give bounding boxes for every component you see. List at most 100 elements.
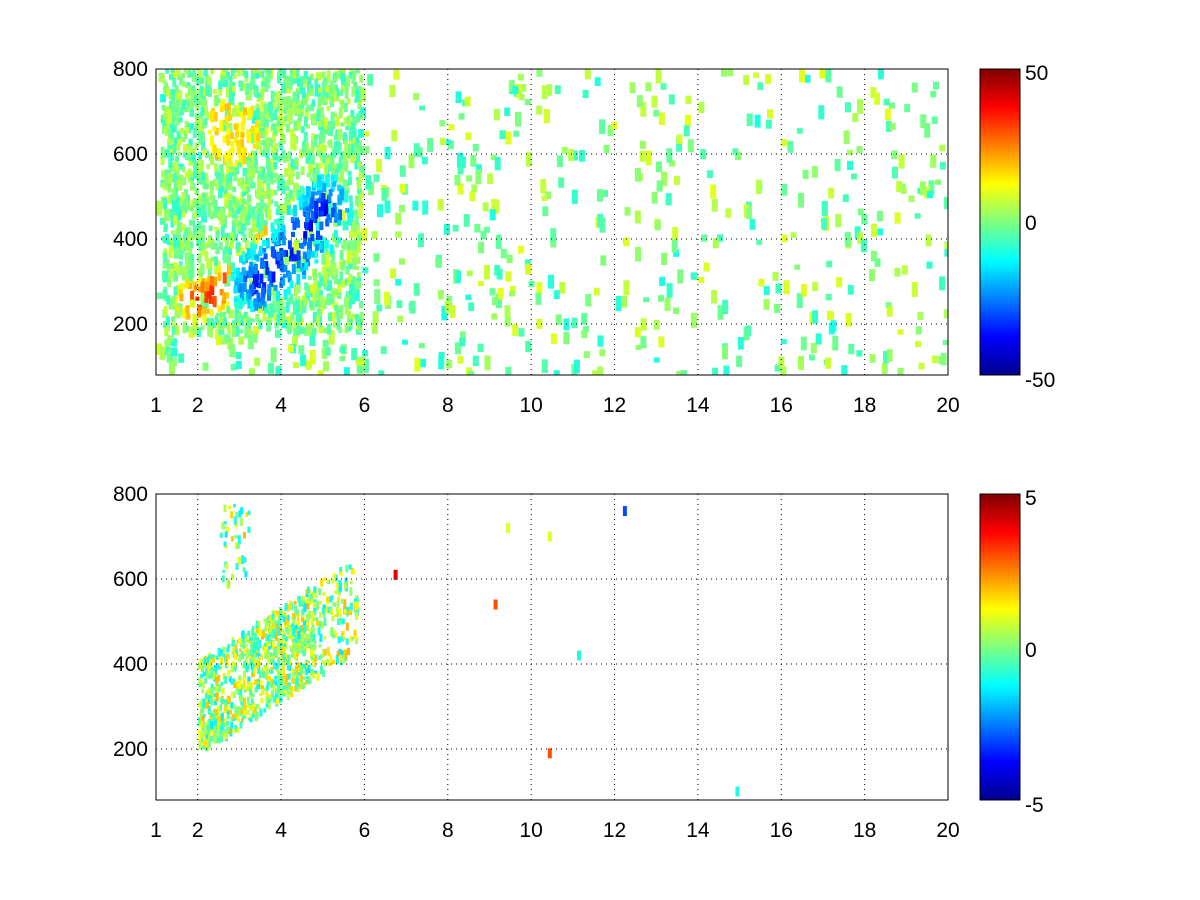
top-heatmap-cell [496, 268, 503, 280]
top-heatmap-cell [179, 196, 184, 205]
top-heatmap-cell [800, 336, 807, 351]
bottom-heatmap-cell [214, 708, 218, 716]
top-heatmap-cell [214, 95, 219, 107]
top-heatmap-cell [337, 216, 342, 226]
bottom-heatmap-cell [316, 605, 320, 611]
top-heatmap-cell [230, 363, 237, 371]
top-heatmap-cell [235, 249, 240, 256]
top-heatmap-cell [318, 370, 324, 375]
top-heatmap-cell [493, 199, 500, 214]
top-heatmap-cell [281, 312, 286, 324]
bottom-heatmap-cell [203, 657, 207, 665]
bottom-heatmap-cell [289, 600, 293, 605]
bottom-heatmap-cell [323, 636, 327, 640]
top-heatmap-cell [484, 265, 490, 280]
bottom-heatmap-cell [231, 713, 235, 720]
top-heatmap-cell [359, 312, 364, 324]
top-heatmap-cell [446, 139, 452, 145]
top-y-tick-label: 600 [113, 143, 148, 166]
top-heatmap-cell [292, 242, 299, 253]
top-heatmap-cell [659, 276, 666, 287]
top-heatmap-cell [330, 174, 335, 182]
top-heatmap-cell [242, 282, 247, 293]
top-heatmap-cell [348, 72, 353, 79]
bottom-heatmap-cell [201, 715, 205, 724]
top-heatmap-cell [222, 292, 227, 302]
top-heatmap-cell [292, 101, 297, 114]
top-heatmap-cell [320, 193, 325, 204]
top-heatmap-cell [323, 117, 328, 130]
top-heatmap-cell [599, 119, 606, 134]
top-heatmap-cell [178, 353, 185, 363]
top-heatmap-cell [305, 186, 310, 198]
top-heatmap-cell [191, 154, 196, 162]
top-heatmap-cell [413, 283, 420, 296]
bottom-heatmap-cell [325, 605, 329, 613]
top-heatmap-cell [273, 110, 278, 121]
top-heatmap-cell [293, 308, 298, 316]
bottom-heatmap-cell [354, 598, 357, 602]
top-heatmap-cell [252, 159, 259, 174]
bottom-heatmap-cell [240, 701, 244, 706]
bottom-heatmap-cell [226, 578, 230, 587]
top-heatmap-cell [373, 253, 380, 262]
top-heatmap-cell [259, 150, 264, 155]
top-heatmap-cell [255, 204, 260, 210]
top-heatmap-cell [190, 177, 194, 184]
bottom-heatmap-cell [214, 665, 218, 675]
bottom-heatmap-cell [212, 686, 216, 692]
top-heatmap-cell [341, 280, 345, 288]
top-heatmap-cell [315, 280, 322, 294]
top-heatmap-cell [278, 141, 283, 147]
top-heatmap-cell [270, 90, 275, 103]
top-heatmap-cell [390, 268, 397, 279]
bottom-heatmap-cell [341, 631, 345, 637]
top-heatmap-cell [329, 99, 334, 104]
top-heatmap-cell [225, 237, 229, 249]
top-heatmap-cell [935, 179, 941, 185]
top-heatmap-cell [918, 362, 925, 370]
top-heatmap-cell [169, 137, 174, 145]
top-heatmap-cell [166, 295, 171, 305]
top-heatmap-cell [673, 249, 679, 257]
top-heatmap-cell [541, 195, 548, 201]
top-heatmap-cell [292, 336, 298, 347]
top-heatmap-cell [174, 323, 179, 329]
top-heatmap-cell [542, 206, 549, 216]
top-heatmap-cell [339, 356, 346, 362]
bottom-heatmap-cell [249, 713, 252, 718]
top-heatmap-cell [213, 210, 218, 218]
top-heatmap-cell [320, 208, 325, 216]
top-heatmap-cell [318, 162, 323, 169]
bottom-y-tick-label: 600 [113, 568, 148, 591]
top-heatmap-cell [304, 195, 309, 207]
top-heatmap-cell [349, 201, 354, 213]
bottom-heatmap-cell [254, 679, 258, 685]
top-heatmap-cell [477, 281, 484, 287]
top-heatmap-cell [524, 259, 531, 268]
top-heatmap-cell [285, 301, 290, 313]
top-colorbar-tick-min: -50 [1025, 369, 1055, 392]
top-heatmap-cell [272, 152, 277, 160]
top-heatmap-cell [412, 200, 419, 211]
top-heatmap-cell [259, 246, 263, 255]
bottom-heatmap-cell [339, 571, 343, 576]
bottom-heatmap-cell [199, 700, 203, 709]
top-heatmap-cell [296, 77, 301, 87]
top-heatmap-cell [328, 189, 333, 197]
top-heatmap-cell [203, 69, 208, 77]
top-heatmap-cell [199, 228, 205, 244]
top-heatmap-cell [844, 102, 851, 113]
top-heatmap-cell [330, 158, 335, 167]
top-heatmap-cell [177, 139, 182, 145]
top-heatmap-cell [500, 248, 507, 259]
top-heatmap-cell [320, 296, 325, 306]
top-heatmap-cell [254, 289, 259, 295]
top-heatmap-cell [162, 257, 167, 267]
top-heatmap-cell [344, 305, 349, 314]
top-heatmap-cell [319, 90, 326, 97]
top-heatmap-cell [344, 324, 349, 334]
bottom-heatmap-cell [198, 740, 202, 750]
top-heatmap-cell [346, 152, 351, 159]
top-heatmap-cell [164, 270, 169, 281]
